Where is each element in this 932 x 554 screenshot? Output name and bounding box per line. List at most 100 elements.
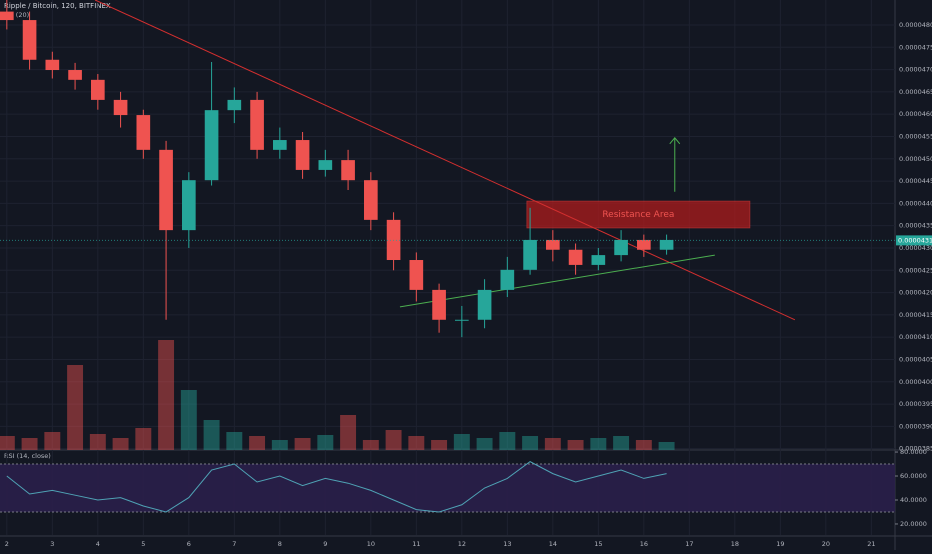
candle-body	[614, 239, 628, 256]
volume-bar	[21, 438, 38, 450]
volume-bar	[658, 442, 675, 450]
volume-bar	[67, 365, 84, 450]
volume-bar	[340, 415, 357, 450]
y-tick-label: 0.0000450000	[899, 155, 932, 163]
candle-body	[364, 180, 378, 220]
volume-bar	[613, 436, 630, 450]
y-tick-label: 0.0000415000	[899, 311, 932, 319]
volume-bar	[226, 432, 243, 450]
volume-bar	[453, 434, 470, 450]
rsi-tick-label: 80.0000	[900, 448, 927, 456]
candle-body	[659, 239, 674, 250]
y-tick-label: 0.0000420000	[899, 289, 932, 297]
candle-body	[204, 110, 219, 181]
y-tick-label: 0.0000460000	[899, 110, 932, 118]
candle-body	[0, 11, 14, 21]
x-tick-label: 15	[594, 540, 602, 548]
y-tick-label: 0.0000445000	[899, 177, 932, 185]
candle-body	[91, 79, 105, 100]
y-tick-label: 0.0000475000	[899, 43, 932, 51]
x-tick-label: 16	[640, 540, 648, 548]
last-price-label: 0.0000431700	[898, 236, 932, 244]
x-tick-label: 19	[776, 540, 784, 548]
x-tick-label: 18	[731, 540, 739, 548]
x-tick-label: 10	[367, 540, 375, 548]
resistance-label: Resistance Area	[602, 210, 674, 220]
volume-bar	[635, 440, 652, 450]
rsi-label: RSI (14, close)	[4, 452, 51, 460]
candle-body	[637, 239, 651, 250]
x-tick-label: 2	[5, 540, 9, 548]
y-tick-label: 0.0000435000	[899, 222, 932, 230]
volume-bar	[476, 438, 493, 450]
y-tick-label: 0.0000385000	[899, 445, 932, 453]
volume-bar	[317, 435, 334, 450]
y-tick-label: 0.0000465000	[899, 88, 932, 96]
volume-label: Vol (20)	[4, 11, 29, 19]
x-tick-label: 4	[96, 540, 100, 548]
y-tick-label: 0.0000425000	[899, 266, 932, 274]
y-tick-label: 0.0000405000	[899, 355, 932, 363]
x-tick-label: 12	[458, 540, 466, 548]
rsi-tick-label: 40.0000	[900, 496, 927, 504]
rsi-tick-label: 20.0000	[900, 520, 927, 528]
x-tick-label: 8	[278, 540, 282, 548]
volume-bar	[362, 440, 379, 450]
x-tick-label: 3	[50, 540, 54, 548]
x-tick-label: 11	[412, 540, 420, 548]
y-tick-label: 0.0000480000	[899, 21, 932, 29]
candle-body	[273, 140, 287, 150]
y-tick-label: 0.0000390000	[899, 422, 932, 430]
x-tick-label: 21	[867, 540, 875, 548]
rsi-tick-label: 60.0000	[900, 472, 927, 480]
candle-body	[409, 260, 424, 290]
candle-body	[68, 70, 82, 80]
volume-bar	[112, 438, 129, 450]
candle-body	[250, 99, 264, 150]
candle-body	[227, 99, 242, 111]
x-tick-label: 6	[187, 540, 191, 548]
volume-bar	[89, 434, 106, 450]
trend-line	[94, 0, 796, 321]
candle-body	[136, 115, 151, 150]
x-tick-label: 20	[822, 540, 830, 548]
rsi-line	[6, 461, 667, 513]
y-tick-label: 0.0000410000	[899, 333, 932, 341]
arrow	[669, 137, 681, 192]
trend-line	[399, 254, 715, 308]
volume-bar	[158, 340, 175, 450]
y-tick-label: 0.0000430000	[899, 244, 932, 252]
candle-body	[500, 269, 515, 290]
y-tick-label: 0.0000440000	[899, 199, 932, 207]
candle-body	[546, 239, 560, 250]
candle-body	[182, 180, 196, 231]
y-tick-label: 0.0000400000	[899, 378, 932, 386]
y-tick-label: 0.0000470000	[899, 66, 932, 74]
candle-body	[159, 149, 173, 231]
x-tick-label: 13	[503, 540, 511, 548]
volume-bar	[135, 428, 152, 450]
candle-body	[318, 160, 333, 170]
volume-bar	[180, 390, 197, 450]
y-tick-label: 0.0000395000	[899, 400, 932, 408]
last-price-box	[896, 235, 932, 246]
volume-bar	[408, 436, 425, 450]
x-tick-label: 17	[685, 540, 693, 548]
volume-bar	[294, 438, 311, 450]
volume-bar	[590, 438, 607, 450]
x-tick-label: 14	[549, 540, 557, 548]
chart-title: Ripple / Bitcoin, 120, BITFINEX	[4, 2, 111, 10]
x-tick-label: 5	[141, 540, 145, 548]
candle-body	[568, 249, 583, 265]
volume-bar	[44, 432, 61, 450]
candle-body	[22, 20, 37, 60]
candle-body	[591, 255, 606, 265]
candle-body	[341, 160, 355, 181]
candle-body	[523, 239, 537, 270]
rsi-band	[0, 464, 895, 512]
y-tick-label: 0.0000455000	[899, 132, 932, 140]
volume-bar	[431, 440, 448, 450]
candle-body	[295, 140, 310, 170]
volume-bar	[499, 432, 516, 450]
